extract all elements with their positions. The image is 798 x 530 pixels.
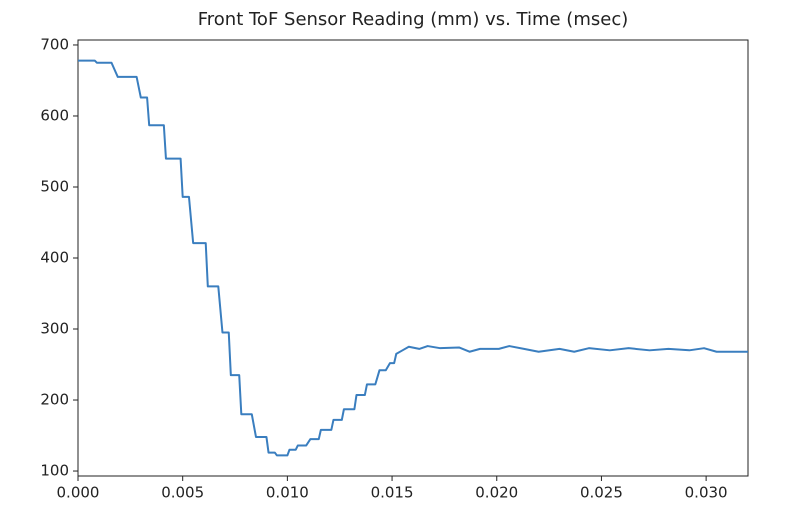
y-tick-label: 400 [40,249,69,267]
x-tick-label: 0.030 [685,484,728,502]
y-tick-label: 500 [40,177,69,195]
y-tick-label: 100 [40,462,69,480]
x-tick-label: 0.015 [371,484,414,502]
y-tick-label: 600 [40,106,69,124]
y-tick-label: 200 [40,391,69,409]
x-tick-label: 0.005 [161,484,204,502]
x-tick-label: 0.025 [580,484,623,502]
x-tick-label: 0.010 [266,484,309,502]
x-tick-label: 0.020 [475,484,518,502]
y-tick-label: 300 [40,320,69,338]
plot-frame [77,39,749,477]
data-line [78,59,748,457]
x-tick-label: 0.000 [57,484,100,502]
y-tick-label: 700 [40,35,69,53]
chart-title: Front ToF Sensor Reading (mm) vs. Time (… [198,9,629,30]
